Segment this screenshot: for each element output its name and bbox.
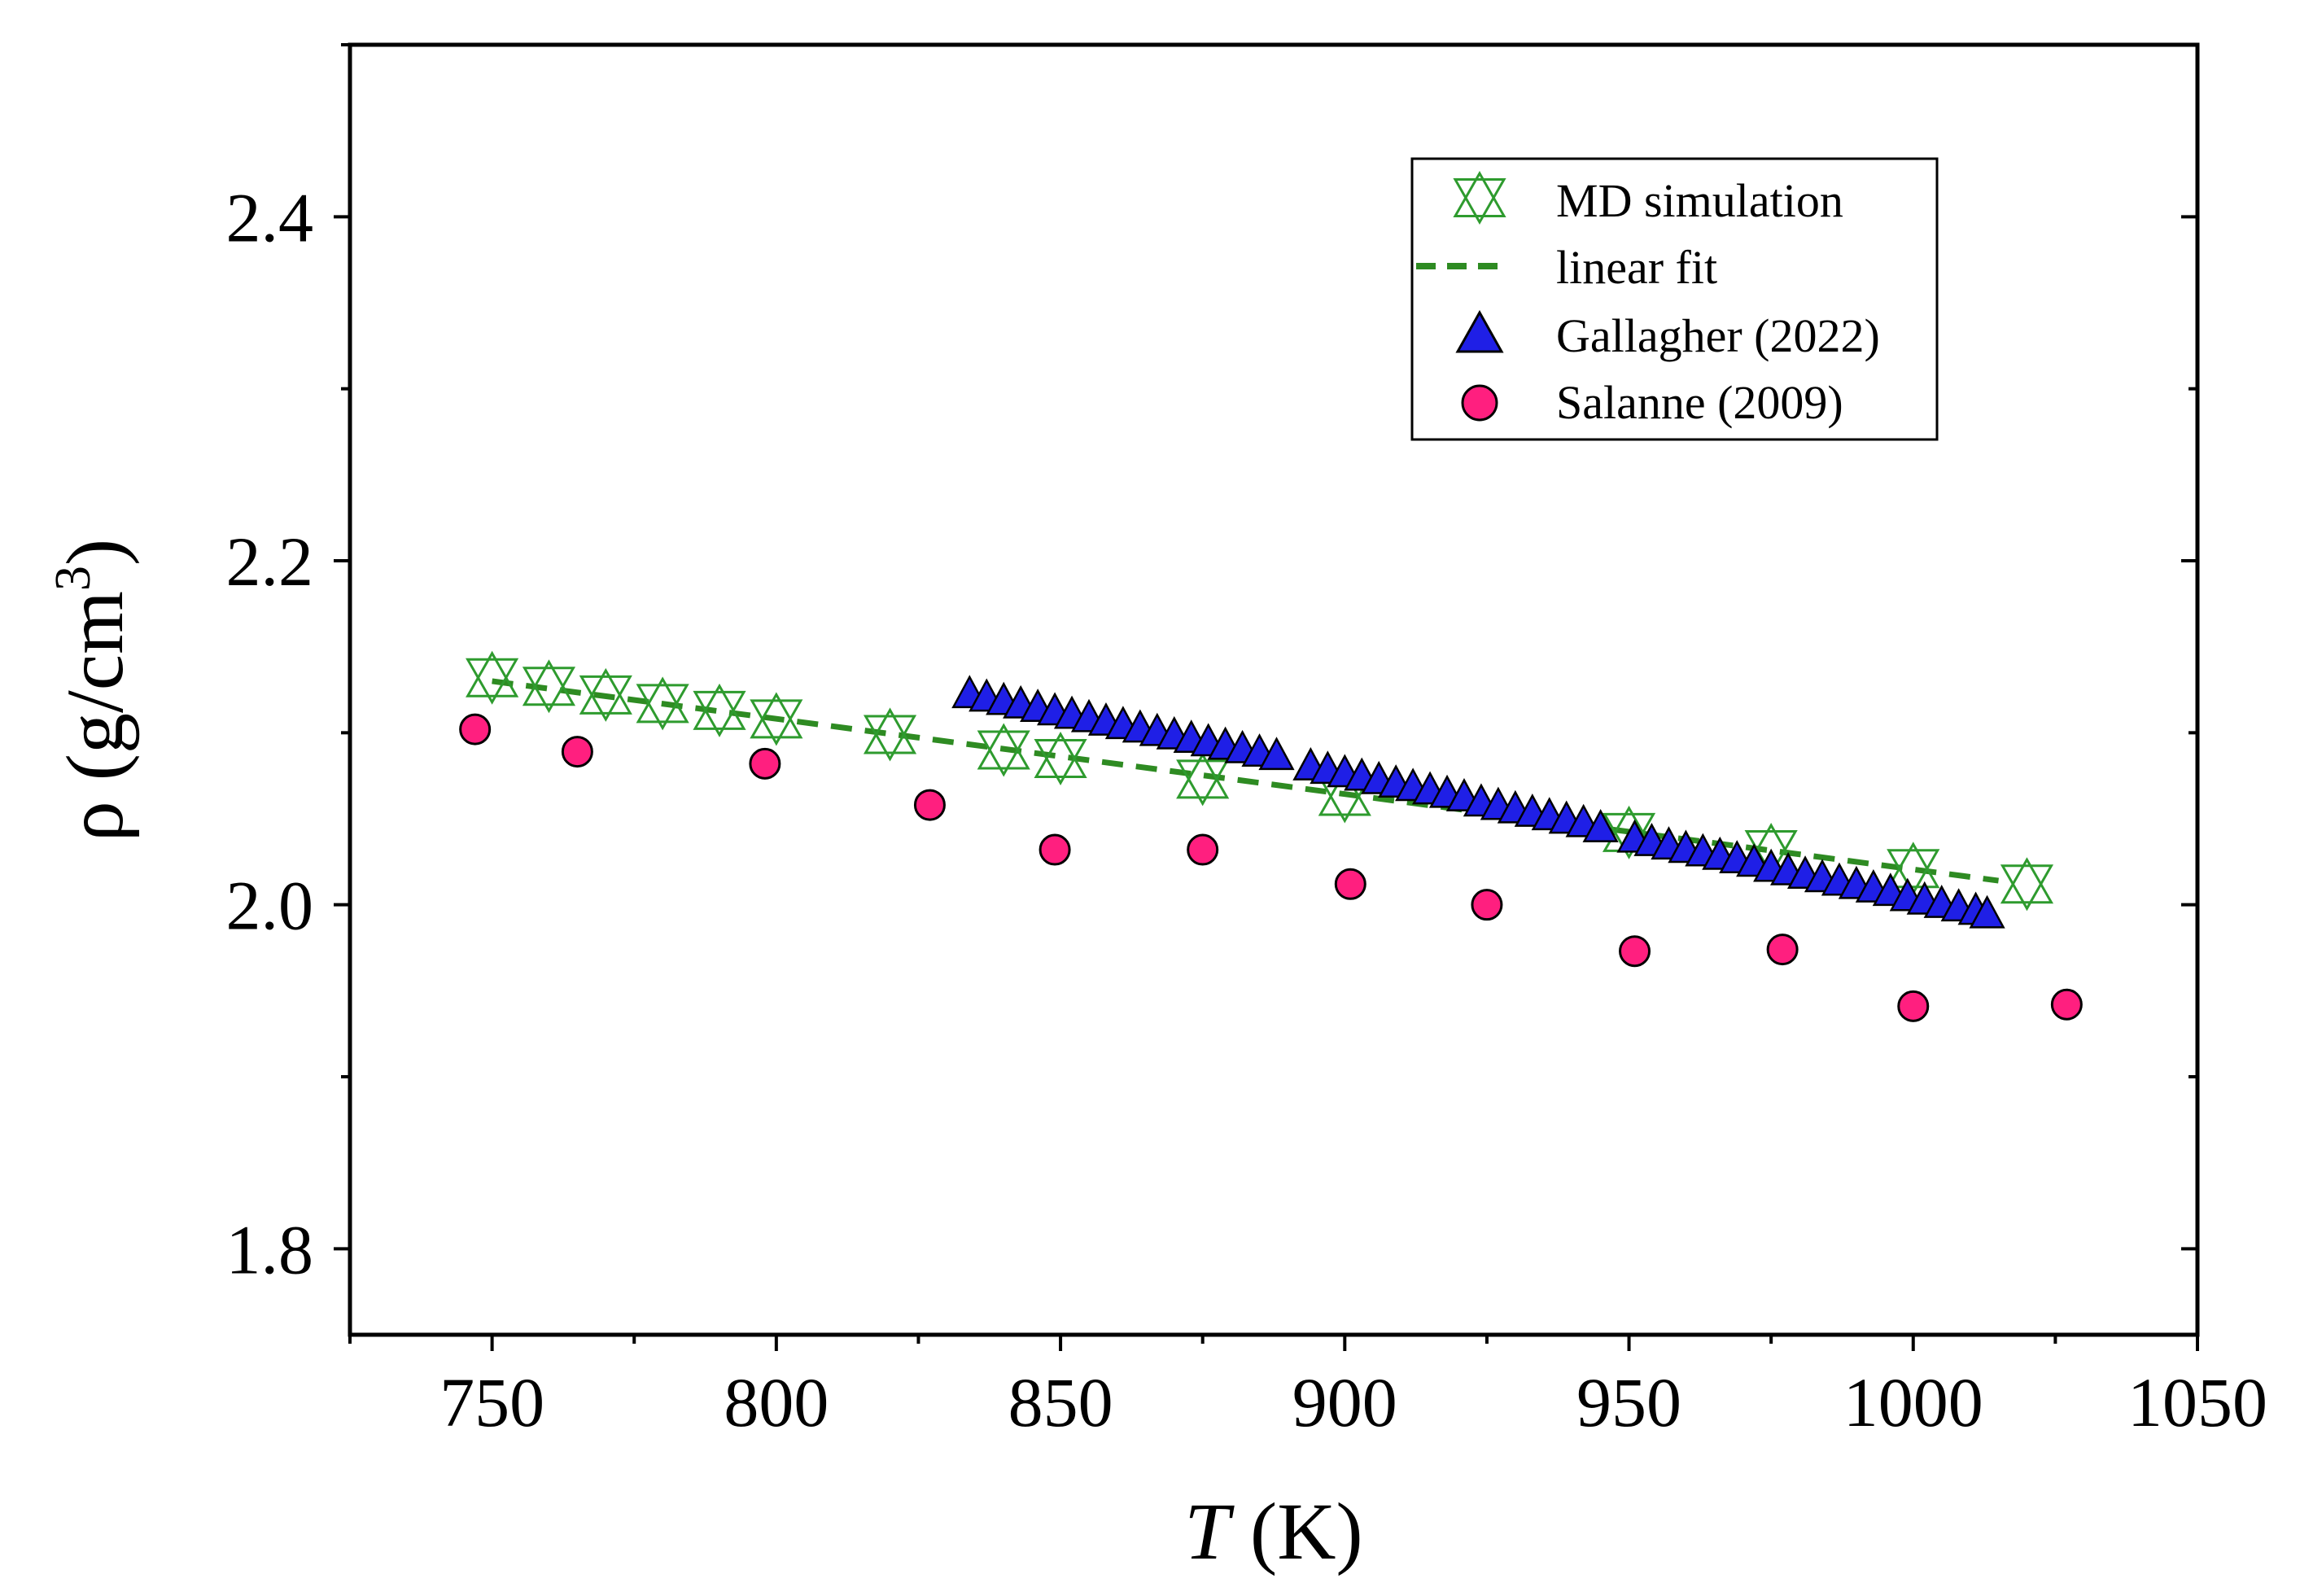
legend-md-simulation-label: MD simulation [1556, 174, 1843, 227]
y-tick-label: 2.0 [226, 867, 314, 945]
legend: MD simulation linear fit Gallagher (2022… [1410, 157, 1939, 441]
salanne-point [1187, 833, 1219, 866]
x-tick-label: 950 [1576, 1363, 1681, 1441]
salanne-point [2050, 988, 2083, 1021]
salanne-point [1038, 833, 1071, 866]
salanne-point [459, 713, 492, 746]
md-simulation-point [466, 650, 519, 705]
x-axis-title: T (K) [1184, 1486, 1362, 1576]
x-tick-label: 1050 [2127, 1363, 2267, 1441]
y-axis-title-close: ) [50, 539, 140, 566]
x-tick-label: 750 [439, 1363, 544, 1441]
md-simulation-point [750, 692, 803, 746]
y-axis-title: ρ (g/cm3) [46, 539, 140, 842]
linear-fit-layer [492, 678, 1999, 884]
gallagher-point [1582, 809, 1619, 842]
md-simulation-point [579, 667, 632, 722]
x-tick-label: 900 [1292, 1363, 1397, 1441]
x-tick-label: 800 [724, 1363, 829, 1441]
legend-linear-fit-label: linear fit [1556, 241, 1717, 294]
salanne-point [913, 789, 946, 821]
md-simulation-point [1034, 732, 1087, 786]
x-tick-label: 1000 [1843, 1363, 1983, 1441]
y-tick-label: 2.2 [226, 523, 314, 601]
salanne-point [1334, 868, 1366, 900]
legend-salanne-marker [1461, 384, 1498, 422]
linear-fit-line [492, 678, 1999, 884]
gallagher-point [1969, 894, 2005, 929]
salanne-point [1471, 889, 1503, 921]
md-simulation-point [863, 707, 917, 762]
salanne-point [1619, 935, 1651, 968]
md-simulation-point [2000, 857, 2054, 912]
axis-ticks: 750 800 850 900 950 1000 1050 1.8 2.0 2.2 2.4 [226, 43, 2267, 1441]
salanne-point [749, 747, 781, 780]
md-simulation-point [693, 683, 746, 737]
plot-frame [348, 42, 2200, 1337]
md-simulation-point [1887, 842, 1940, 896]
legend-box [1410, 157, 1939, 441]
gallagher-layer [951, 675, 2005, 929]
salanne-point [1897, 990, 1930, 1022]
salanne-point [1766, 934, 1799, 966]
legend-salanne-label: Salanne (2009) [1556, 376, 1843, 429]
md-simulation-layer [466, 650, 2054, 912]
y-tick-label: 1.8 [226, 1210, 314, 1288]
md-simulation-point [977, 723, 1030, 777]
x-tick-label: 850 [1008, 1363, 1113, 1441]
y-tick-label: 2.4 [226, 178, 314, 256]
legend-md-simulation-glyph [1453, 170, 1506, 225]
legend-gallagher-label: Gallagher (2022) [1556, 309, 1880, 362]
legend-md-simulation-marker [1453, 170, 1506, 225]
md-simulation-point [522, 659, 576, 714]
salanne-layer [459, 713, 2083, 1022]
y-axis-title-main: ρ (g/cm [50, 591, 140, 842]
legend-gallagher-marker [1455, 309, 1504, 353]
x-axis-variable: T [1184, 1486, 1235, 1576]
md-simulation-point [636, 676, 689, 731]
md-simulation-point [1176, 752, 1230, 807]
x-axis-unit: (K) [1230, 1486, 1363, 1576]
gallagher-point [1258, 737, 1295, 771]
salanne-point [561, 736, 593, 768]
y-axis-title-superscript: 3 [46, 566, 101, 591]
